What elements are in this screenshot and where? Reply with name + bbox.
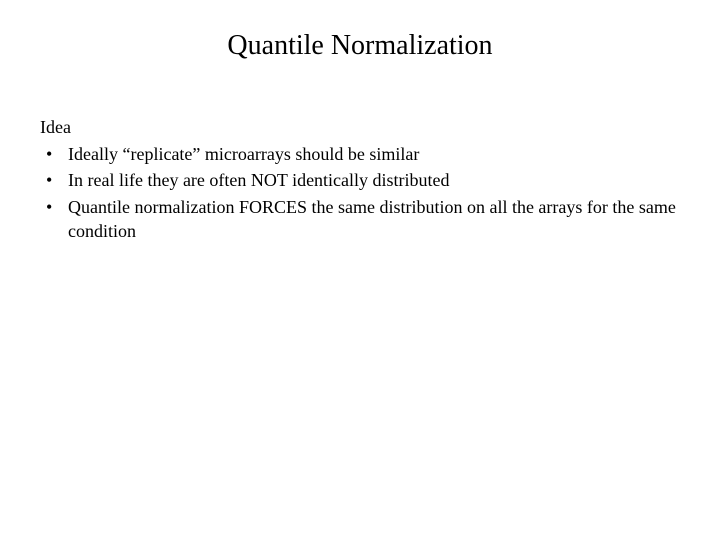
idea-subtitle: Idea bbox=[40, 117, 680, 138]
list-item: Quantile normalization FORCES the same d… bbox=[40, 195, 680, 244]
slide-title: Quantile Normalization bbox=[40, 30, 680, 62]
list-item: Ideally “replicate” microarrays should b… bbox=[40, 142, 680, 166]
list-item: In real life they are often NOT identica… bbox=[40, 168, 680, 192]
bullet-list: Ideally “replicate” microarrays should b… bbox=[40, 142, 680, 243]
